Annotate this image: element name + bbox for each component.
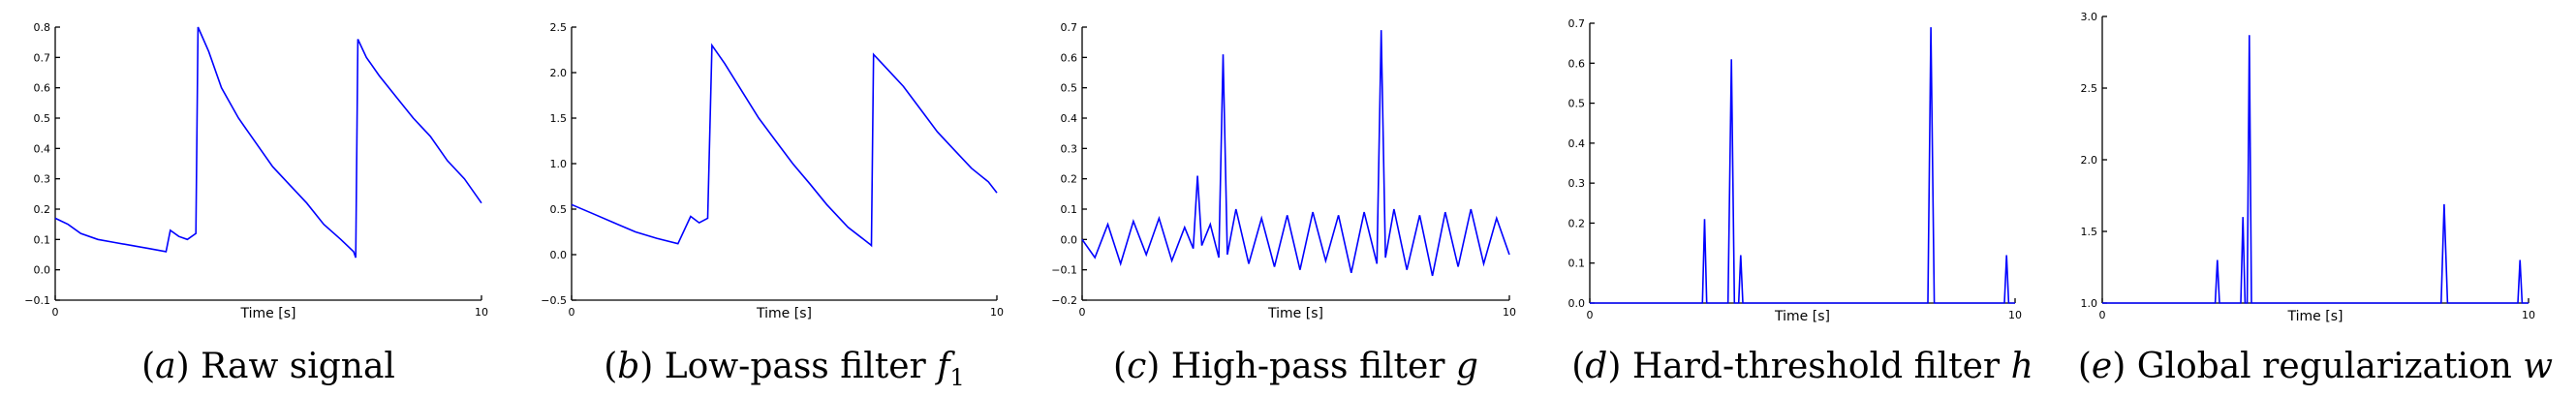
y-tick-label: 0.0 <box>34 264 51 277</box>
y-tick-label: 0.5 <box>550 203 568 216</box>
x-tick-label: 10 <box>990 306 1004 319</box>
y-tick-label: 0.6 <box>1061 51 1078 64</box>
y-tick-label: 0.2 <box>1061 173 1078 186</box>
y-tick-label: 0.7 <box>1568 17 1586 30</box>
x-tick-label: 0 <box>1587 309 1594 321</box>
x-axis-label: Time [s] <box>1774 309 1830 324</box>
y-tick-label: 1.5 <box>550 112 568 125</box>
y-tick-label: 0.1 <box>1568 258 1586 270</box>
y-tick-label: 0.4 <box>1061 112 1078 125</box>
chart-panel-b: −0.5 0.0 0.5 1.0 1.5 2.0 2.5 0 10 Time [s] (b) Low… <box>541 21 1004 391</box>
chart-panel-a: −0.1 0.0 0.1 0.2 0.3 0.4 0.5 0.6 0.7 0.8 0 10 Time [… <box>24 21 488 386</box>
series-line <box>1590 27 2015 304</box>
x-tick-label: 0 <box>52 306 59 319</box>
y-tick-label: 0.6 <box>34 82 51 95</box>
y-tick-label: 0.8 <box>34 21 51 34</box>
x-axis-label: Time [s] <box>1267 306 1323 321</box>
panel-caption: (c) High-pass filter g <box>1113 347 1478 386</box>
y-tick-label: 0.0 <box>550 249 568 261</box>
panel-caption: (a) Raw signal <box>141 347 395 386</box>
panel-caption: (d) Hard-threshold filter h <box>1571 347 2033 386</box>
y-tick-label: 0.5 <box>1061 82 1078 95</box>
series-line <box>571 43 998 248</box>
y-tick-label: 2.0 <box>550 67 568 79</box>
series-line <box>2102 35 2529 304</box>
y-tick-label: 1.5 <box>2081 226 2098 238</box>
y-tick-label: 0.4 <box>34 142 51 155</box>
y-tick-label: −0.1 <box>24 294 50 307</box>
y-tick-label: 0.2 <box>1568 217 1586 229</box>
y-tick-label: 0.3 <box>1568 177 1586 190</box>
y-tick-label: 0.0 <box>1568 297 1586 310</box>
y-tick-label: −0.1 <box>1051 264 1077 277</box>
x-axis-label: Time [s] <box>756 306 812 321</box>
panel-caption: (b) Low-pass filter f1 <box>604 347 965 391</box>
series-line <box>1081 30 1510 277</box>
y-tick-label: 1.0 <box>2081 297 2098 310</box>
y-tick-label: 0.2 <box>34 203 51 216</box>
y-tick-label: 0.1 <box>34 233 51 246</box>
y-tick-label: 0.7 <box>34 51 51 64</box>
x-axis-label: Time [s] <box>2287 309 2343 324</box>
y-tick-label: 0.1 <box>1061 203 1078 216</box>
y-tick-label: 0.3 <box>1061 142 1078 155</box>
y-tick-label: −0.2 <box>1051 294 1077 307</box>
y-tick-label: 0.0 <box>1061 233 1078 246</box>
y-tick-label: 2.5 <box>2081 82 2098 95</box>
y-tick-label: 1.0 <box>550 158 568 170</box>
y-tick-label: 2.5 <box>550 21 568 34</box>
x-tick-label: 0 <box>2099 309 2106 321</box>
y-tick-label: 0.5 <box>1568 98 1586 110</box>
x-tick-label: 0 <box>1079 306 1086 319</box>
y-tick-label: 3.0 <box>2081 11 2098 23</box>
y-tick-label: 0.7 <box>1061 21 1078 34</box>
x-tick-label: 10 <box>475 306 488 319</box>
y-tick-label: 0.4 <box>1568 137 1586 150</box>
x-tick-label: 10 <box>2522 309 2535 321</box>
y-tick-label: 2.0 <box>2081 154 2098 167</box>
x-tick-label: 0 <box>569 306 575 319</box>
y-tick-label: 0.3 <box>34 173 51 186</box>
y-tick-label: 0.6 <box>1568 57 1586 70</box>
chart-panel-e: 1.0 1.5 2.0 2.5 3.0 0 10 Time [s] (e) Global reg… <box>2078 11 2553 386</box>
series-line <box>54 26 482 259</box>
panel-caption: (e) Global regularization w <box>2078 347 2553 386</box>
y-tick-label: 0.5 <box>34 112 51 125</box>
x-tick-label: 10 <box>2008 309 2022 321</box>
x-axis-label: Time [s] <box>240 306 296 321</box>
x-tick-label: 10 <box>1503 306 1516 319</box>
chart-panel-c: −0.2 −0.1 0.0 0.1 0.2 0.3 0.4 0.5 0.6 0.7 0 10 Time … <box>1051 21 1516 386</box>
y-tick-label: −0.5 <box>541 294 567 307</box>
chart-panel-d: 0.0 0.1 0.2 0.3 0.4 0.5 0.6 0.7 0 10 Time [s] (d) H… <box>1568 17 2033 386</box>
